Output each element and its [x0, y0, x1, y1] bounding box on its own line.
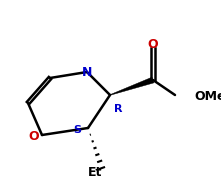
Text: S: S — [73, 125, 81, 135]
Text: R: R — [114, 104, 122, 114]
Text: Et: Et — [88, 167, 102, 180]
Text: N: N — [82, 66, 92, 79]
Text: OMe: OMe — [194, 90, 221, 104]
Text: O: O — [148, 38, 158, 51]
Polygon shape — [110, 77, 154, 95]
Text: O: O — [29, 130, 39, 144]
